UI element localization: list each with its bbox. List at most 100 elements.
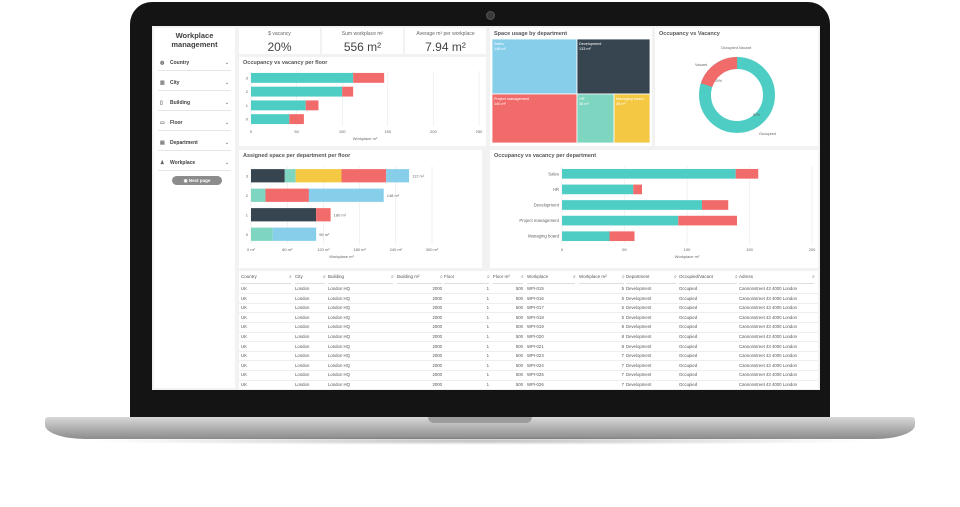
table-row[interactable]: UK London London HQ 2000 1 500 WPI-018 5 Develop… (239, 313, 818, 323)
donut-panel[interactable]: Occupancy vs Vacancy Occupied,Vacant Vaca… (655, 28, 818, 146)
table-row[interactable]: UK London London HQ 2000 1 500 WPI-015 5 Develop… (239, 284, 818, 295)
table-row[interactable]: UK London London HQ 2000 1 500 WPI-021 8 Develop… (239, 342, 818, 352)
treemap-cell[interactable] (576, 38, 651, 95)
table-cell: 500 (515, 324, 523, 330)
filter-workplace[interactable]: ♟ Workplace ⌄ (158, 156, 231, 171)
filter-city[interactable]: ▥ City ⌄ (158, 76, 231, 91)
chevron-down-icon: ⌄ (224, 120, 229, 126)
filter-building[interactable]: ▯ Building ⌄ (158, 96, 231, 111)
bar-segment[interactable] (341, 169, 387, 183)
arrow-right-icon: ◉ (183, 178, 188, 183)
column-header[interactable]: Floor m² (493, 271, 523, 284)
bar-segment[interactable] (386, 169, 410, 183)
column-header[interactable]: Occupied/Vacant (679, 271, 737, 284)
dept-chart-panel[interactable]: Occupancy vs vacancy per department 0 50 1… (490, 150, 818, 268)
next-page-button[interactable]: ◉ Next page (172, 176, 222, 185)
column-search-icon[interactable]: ⌕ (735, 274, 738, 280)
bar-segment[interactable] (562, 231, 610, 242)
bar-segment[interactable] (562, 184, 634, 195)
column-search-icon[interactable]: ⌕ (289, 274, 292, 280)
bar-segment[interactable] (272, 227, 317, 241)
column-header[interactable]: Floor (444, 271, 489, 284)
treemap-cell[interactable] (613, 93, 651, 144)
bar-segment[interactable] (702, 200, 729, 210)
filter-department[interactable]: ▤ Department ⌄ (158, 136, 231, 151)
table-row[interactable]: UK London London HQ 2000 1 500 WPI-023 7 Develop… (239, 351, 818, 362)
column-search-icon[interactable]: ⌕ (487, 274, 490, 280)
table-cell: Development (626, 372, 652, 378)
column-header[interactable]: Adress (739, 271, 814, 284)
bar-segment[interactable] (353, 72, 385, 83)
app-title: Workplace management (154, 31, 235, 49)
treemap-cell[interactable] (576, 93, 615, 144)
column-header[interactable]: Workplace m² (579, 271, 624, 284)
bar-value-label: 96 m² (319, 232, 330, 237)
table-row[interactable]: UK London London HQ 2000 1 500 WPI-016 5 Develop… (239, 294, 818, 304)
bar-segment[interactable] (251, 72, 354, 83)
bar-segment[interactable] (251, 100, 306, 111)
bar-segment[interactable] (265, 188, 309, 202)
table-cell: 8 (621, 334, 624, 339)
bar-segment[interactable] (308, 188, 384, 202)
column-search-icon[interactable]: ⌕ (812, 274, 815, 280)
assigned-chart-panel[interactable]: Assigned space per department per floor … (239, 150, 482, 268)
table-cell: WPI-015 (527, 286, 544, 291)
bar-segment[interactable] (633, 184, 642, 195)
bar-segment[interactable] (251, 114, 290, 125)
table-cell: WPI-020 (527, 334, 544, 339)
table-row[interactable]: UK London London HQ 2000 1 500 WPI-026 7 Develop… (239, 380, 818, 390)
table-row[interactable]: UK London London HQ 2000 1 500 WPI-019 8 Develop… (239, 322, 818, 333)
filter-floor[interactable]: ▭ Floor ⌄ (158, 116, 231, 131)
bar-segment[interactable] (251, 208, 317, 222)
column-search-icon[interactable]: ⌕ (674, 274, 677, 280)
column-search-icon[interactable]: ⌕ (440, 274, 443, 280)
column-search-icon[interactable]: ⌕ (622, 274, 625, 280)
bar-segment[interactable] (342, 86, 354, 97)
x-axis-label: Workplace m² (353, 136, 378, 141)
bar-segment[interactable] (251, 86, 343, 97)
bar-segment[interactable] (316, 208, 331, 222)
column-header[interactable]: Workplace (527, 271, 575, 284)
treemap-panel[interactable]: Space usage by department Sales 148 m² Dev… (490, 28, 652, 146)
column-search-icon[interactable]: ⌕ (323, 274, 326, 280)
table-cell: WPI-016 (527, 295, 544, 301)
column-search-icon[interactable]: ⌕ (521, 274, 524, 280)
bar-segment[interactable] (289, 114, 304, 125)
treemap-cell[interactable] (491, 38, 578, 95)
filter-country[interactable]: ◍ Country ⌄ (158, 56, 231, 71)
chevron-down-icon: ⌄ (224, 140, 229, 146)
column-header[interactable]: City (295, 271, 325, 284)
column-search-icon[interactable]: ⌕ (391, 274, 394, 280)
column-search-icon[interactable]: ⌕ (573, 274, 576, 280)
bar-segment[interactable] (251, 188, 266, 202)
bar-segment[interactable] (251, 169, 285, 183)
table-cell: Development (626, 286, 652, 291)
bar-segment[interactable] (562, 200, 702, 210)
bar-segment[interactable] (735, 168, 759, 179)
bar-segment[interactable] (251, 227, 273, 241)
table-cell: UK (241, 382, 247, 387)
table-row[interactable]: UK London London HQ 2000 1 500 WPI-024 7 Develop… (239, 361, 818, 371)
column-header[interactable]: Country (241, 271, 291, 284)
table-row[interactable]: UK London London HQ 2000 1 500 WPI-025 7 Develop… (239, 370, 818, 381)
floor-chart-panel[interactable]: Occupancy vs vacancy per floor 0 50 100 150… (239, 57, 486, 146)
bar-segment[interactable] (609, 231, 635, 242)
bar-segment[interactable] (678, 215, 737, 226)
bar-segment[interactable] (562, 168, 736, 179)
table-cell: Development (626, 324, 652, 330)
column-header[interactable]: Building m² (397, 271, 442, 284)
workplace-table[interactable]: Country ⌕ City ⌕ Building ⌕ Building m² ⌕ Floor ⌕… (239, 271, 818, 390)
table-cell: 1 (486, 314, 489, 320)
treemap-cell-value: 148 m² (494, 47, 507, 51)
column-header[interactable]: Department (626, 271, 676, 284)
bar-segment[interactable] (284, 169, 296, 183)
table-cell: 8 (621, 324, 624, 330)
bar-segment[interactable] (305, 100, 319, 111)
table-cell: 1 (486, 372, 489, 378)
column-header[interactable]: Building (328, 271, 393, 284)
bar-segment[interactable] (295, 169, 342, 183)
table-cell: Occupied (679, 382, 698, 387)
table-row[interactable]: UK London London HQ 2000 1 500 WPI-017 5 Develop… (239, 303, 818, 314)
bar-segment[interactable] (562, 215, 679, 226)
table-row[interactable]: UK London London HQ 2000 1 500 WPI-020 8 Develop… (239, 332, 818, 343)
